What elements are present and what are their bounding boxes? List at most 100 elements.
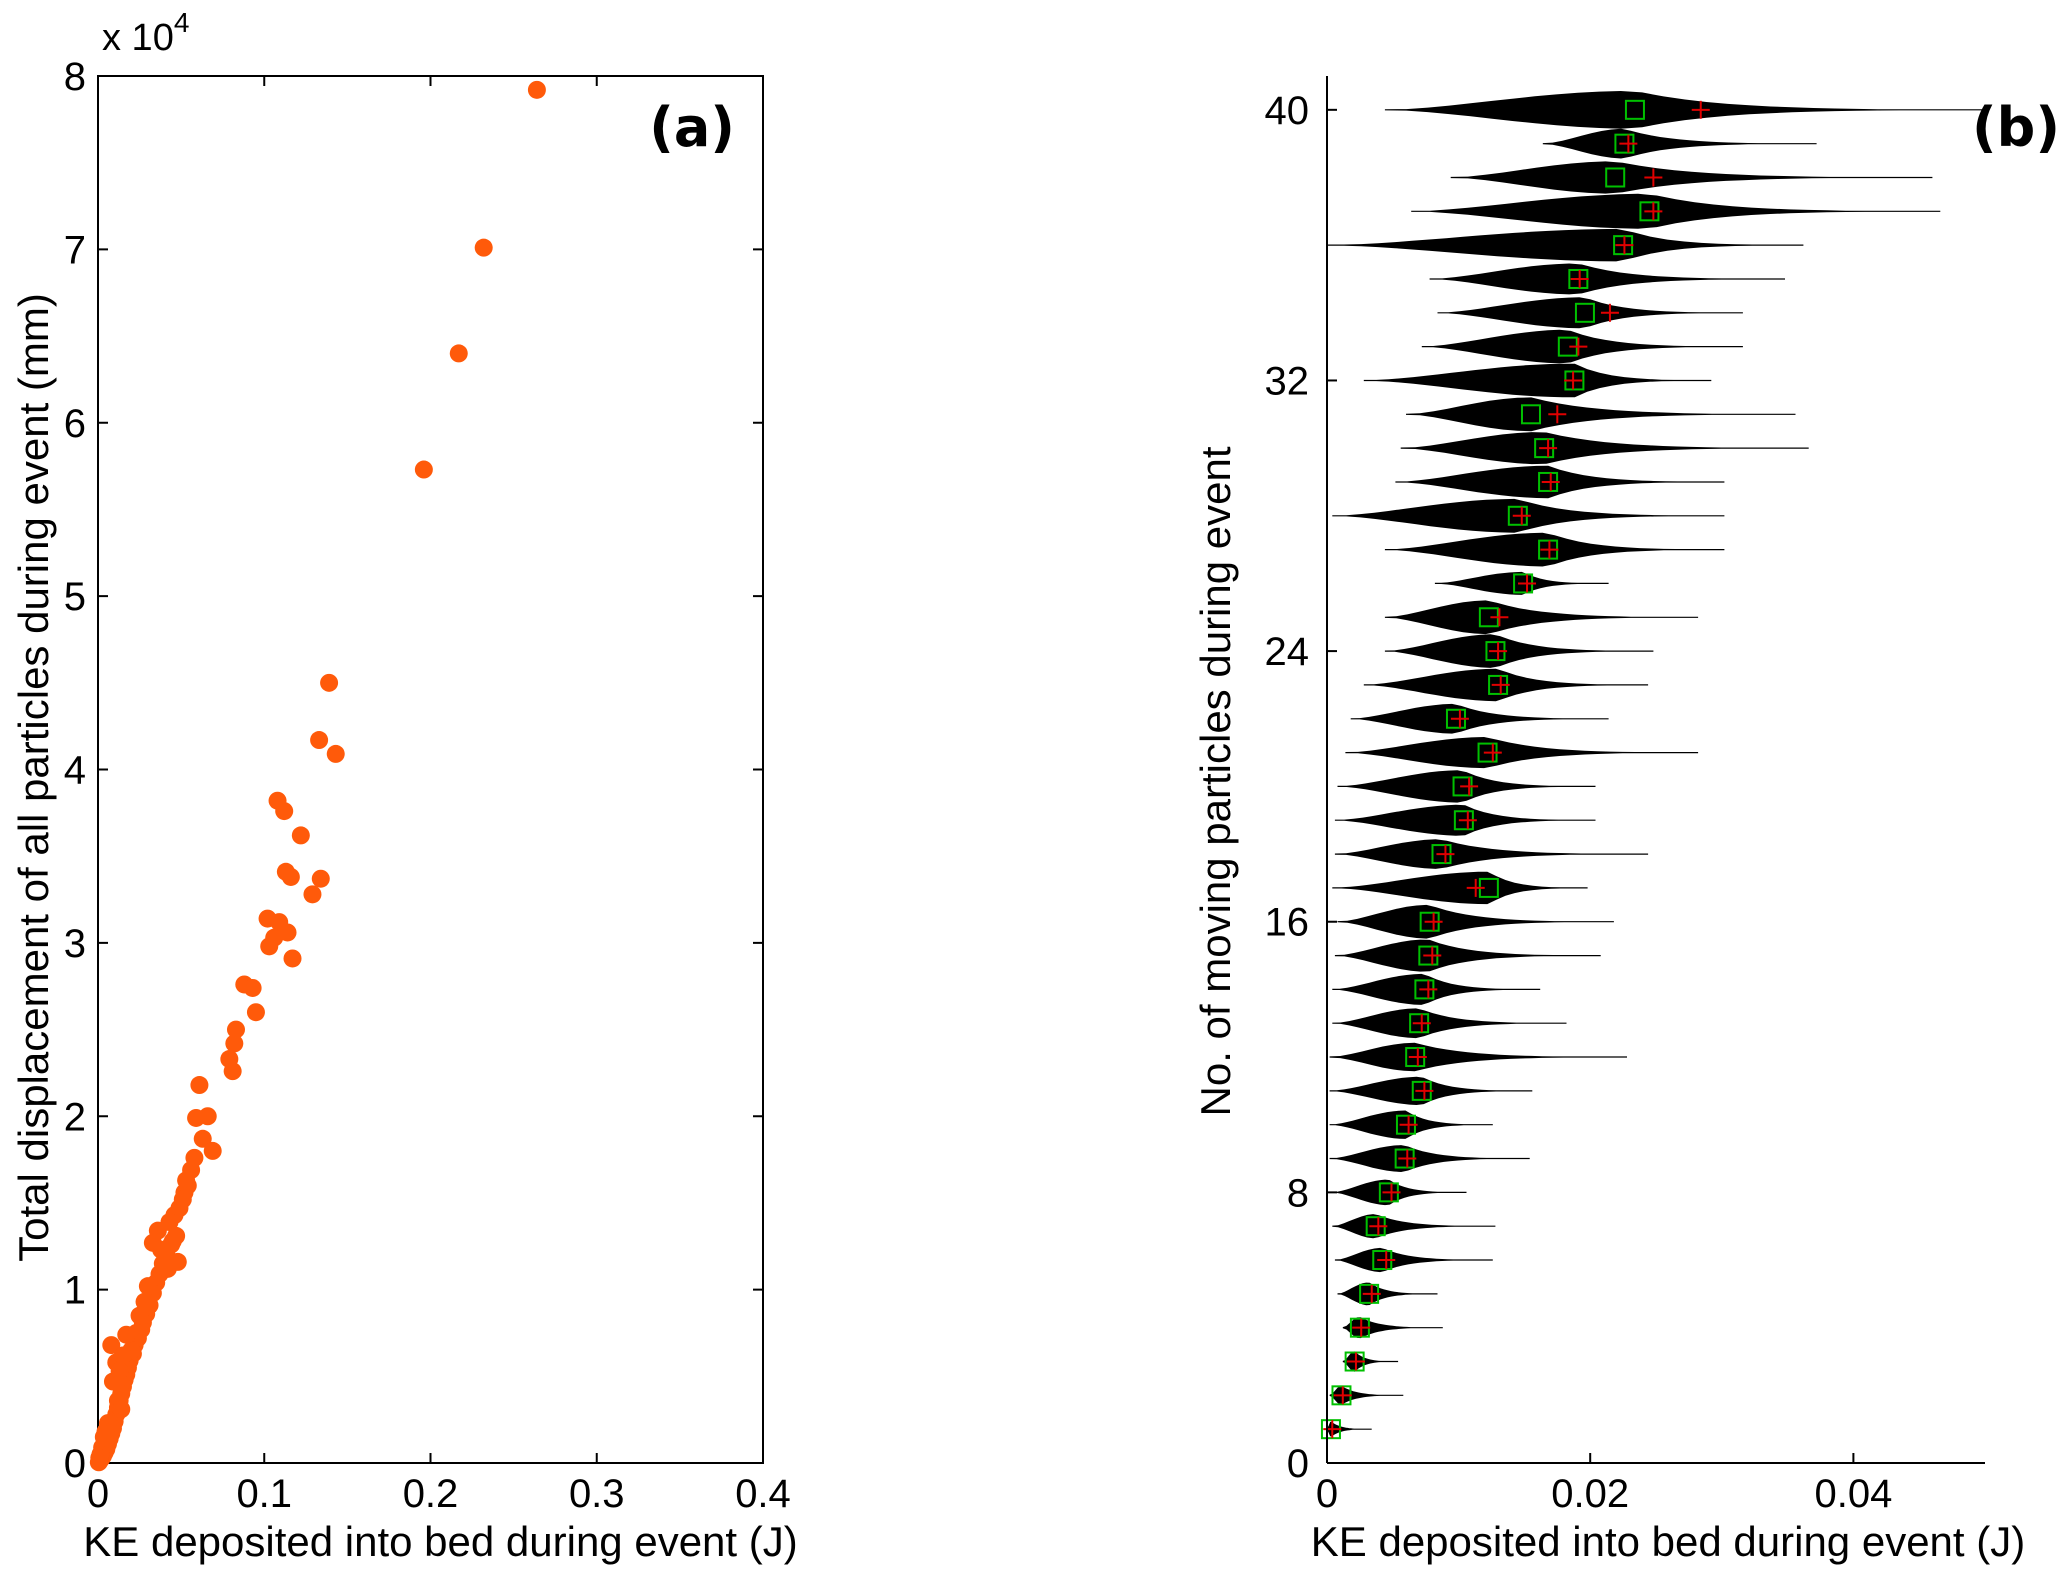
panel-a-data-point bbox=[283, 949, 302, 968]
panel-a-y-tick-label: 4 bbox=[64, 749, 86, 793]
panel-a-data-point bbox=[278, 923, 297, 942]
panel-b-y-tick-label: 8 bbox=[1287, 1171, 1309, 1215]
panel-b-median-marker bbox=[1574, 302, 1595, 323]
panel-a-y-axis-label: Total displacement of all particles duri… bbox=[10, 293, 57, 1262]
panel-b-violin-shape bbox=[1332, 871, 1588, 905]
panel-a-data-point bbox=[163, 1232, 182, 1251]
panel-a-ticks: 0 0.1 0.2 0.3 0.4 0 1 2 3 4 5 6 7 8 bbox=[64, 55, 791, 1516]
panel-a-data-point bbox=[281, 867, 300, 886]
panel-b-violin-shape bbox=[1429, 263, 1785, 295]
panel-b-violin-shape bbox=[1329, 1386, 1404, 1405]
panel-a-y-tick-label: 2 bbox=[64, 1095, 86, 1139]
panel-b-axes bbox=[1326, 76, 1985, 1464]
panel-b-label: (b) bbox=[1972, 96, 2060, 159]
panel-b-violin-shape bbox=[1384, 634, 1654, 668]
panel-a-data-point bbox=[190, 1076, 209, 1095]
panel-a-data-point bbox=[138, 1277, 157, 1296]
panel-a-data-point bbox=[223, 1062, 242, 1081]
panel-a-y-tick-label: 3 bbox=[64, 922, 86, 966]
panel-a-y-tick-label: 1 bbox=[64, 1269, 86, 1313]
panel-b-y-tick-label: 0 bbox=[1287, 1442, 1309, 1486]
panel-b-violin-shape bbox=[1406, 397, 1796, 432]
panel-b-violin-shape bbox=[1332, 1008, 1567, 1039]
panel-a-data-point bbox=[135, 1292, 154, 1311]
panel-a-data-point bbox=[303, 885, 322, 904]
panel-a-data-point bbox=[326, 744, 345, 763]
panel-a-x-tick-label: 0.2 bbox=[403, 1472, 459, 1516]
panel-a-x-tick-label: 0.1 bbox=[236, 1472, 292, 1516]
panel-a-data-point bbox=[449, 344, 468, 363]
panel-a-x-tick-label: 0.4 bbox=[735, 1472, 791, 1516]
panel-a-y-tick-label: 6 bbox=[64, 402, 86, 446]
panel-a-data-point bbox=[291, 826, 310, 845]
panel-a-data-point bbox=[275, 802, 294, 821]
panel-b-y-axis-label: No. of moving particles during event bbox=[1192, 446, 1239, 1116]
panel-a-data-point bbox=[310, 731, 329, 750]
panel-b-violin-shape bbox=[1329, 1145, 1530, 1172]
panel-a-data-point bbox=[243, 978, 262, 997]
panel-b-x-axis-label: KE deposited into bed during event (J) bbox=[1311, 1518, 2025, 1565]
panel-a-y-tick-label: 7 bbox=[64, 228, 86, 272]
panel-b-violins bbox=[1320, 91, 1985, 1440]
panel-a-data-point bbox=[246, 1003, 265, 1022]
panel-b-violin-shape bbox=[1400, 432, 1809, 465]
panel-b-y-tick-label: 24 bbox=[1265, 630, 1310, 674]
panel-b-y-tick-label: 32 bbox=[1265, 359, 1310, 403]
panel-a-data-point bbox=[168, 1252, 187, 1271]
panel-b-violin-shape bbox=[1345, 737, 1699, 769]
panel-a-data-point bbox=[90, 1448, 109, 1467]
panel-b-ticks: 0 0.02 0.04 0 8 16 24 32 40 bbox=[1265, 89, 1893, 1516]
panel-a-data-point bbox=[225, 1034, 244, 1053]
panel-b-violin-shape bbox=[1334, 939, 1601, 972]
panel-a-data-point bbox=[112, 1400, 131, 1419]
panel-a-data-point bbox=[260, 937, 279, 956]
panel-a-data-point bbox=[113, 1346, 132, 1365]
panel-b-violin-shape bbox=[1334, 1247, 1493, 1273]
panel-b-x-tick-label: 0 bbox=[1316, 1472, 1338, 1516]
panel-b-violin-shape bbox=[1337, 1282, 1438, 1306]
panel-b-violin-shape bbox=[1363, 363, 1712, 398]
panel-b-violin-shape bbox=[1411, 193, 1941, 229]
panel-a-data-point bbox=[193, 1129, 212, 1148]
panel-b-violin-shape bbox=[1327, 1421, 1372, 1437]
panel-a-x-tick-label: 0.3 bbox=[569, 1472, 625, 1516]
panel-b-violin-shape bbox=[1337, 904, 1614, 939]
panel-b-violin-shape bbox=[1327, 228, 1804, 262]
panel-b-violin-shape bbox=[1384, 600, 1699, 635]
panel-a-y-tick-label: 8 bbox=[64, 55, 86, 99]
panel-a-data-point bbox=[414, 460, 433, 479]
panel-a-data-point bbox=[527, 80, 546, 99]
panel-b-violin-shape bbox=[1395, 465, 1725, 499]
panel-b-violin-shape bbox=[1332, 1214, 1496, 1239]
panel-b-median-marker bbox=[1605, 167, 1626, 188]
panel-a-y-tick-label: 0 bbox=[64, 1442, 86, 1486]
panel-b-x-tick-label: 0.02 bbox=[1551, 1472, 1629, 1516]
panel-b-violin: 0 0.02 0.04 0 8 16 24 32 40 (b) KE deposited int… bbox=[1192, 76, 2060, 1565]
panel-a-data-point bbox=[198, 1107, 217, 1126]
panel-a-data-point bbox=[178, 1176, 197, 1195]
panel-a-data-points bbox=[89, 80, 546, 1472]
panel-a-data-point bbox=[110, 1362, 129, 1381]
panel-a-data-point bbox=[203, 1141, 222, 1160]
panel-a-y-exponent: x 104 bbox=[102, 7, 189, 59]
panel-a-data-point bbox=[143, 1233, 162, 1252]
panel-a-label: (a) bbox=[649, 96, 735, 159]
panel-b-violin-shape bbox=[1334, 839, 1649, 869]
panel-a-x-axis-label: KE deposited into bed during event (J) bbox=[83, 1518, 797, 1565]
panel-b-violin-shape bbox=[1542, 128, 1817, 159]
panel-b-violin-shape bbox=[1329, 1042, 1627, 1072]
panel-a-data-point bbox=[117, 1325, 136, 1344]
panel-a-data-point bbox=[102, 1336, 121, 1355]
panel-b-x-tick-label: 0.04 bbox=[1814, 1472, 1892, 1516]
panel-a-data-point bbox=[320, 673, 339, 692]
panel-b-y-tick-label: 40 bbox=[1265, 89, 1310, 133]
panel-b-violin-shape bbox=[1350, 703, 1609, 734]
panel-b-y-tick-label: 16 bbox=[1265, 901, 1310, 945]
panel-a-data-point bbox=[311, 869, 330, 888]
panel-a-data-point bbox=[226, 1020, 245, 1039]
panel-b-violin-shape bbox=[1450, 161, 1933, 194]
panel-a-y-exponent-prefix: x 10 bbox=[102, 17, 174, 59]
panel-a-data-point bbox=[130, 1306, 149, 1325]
